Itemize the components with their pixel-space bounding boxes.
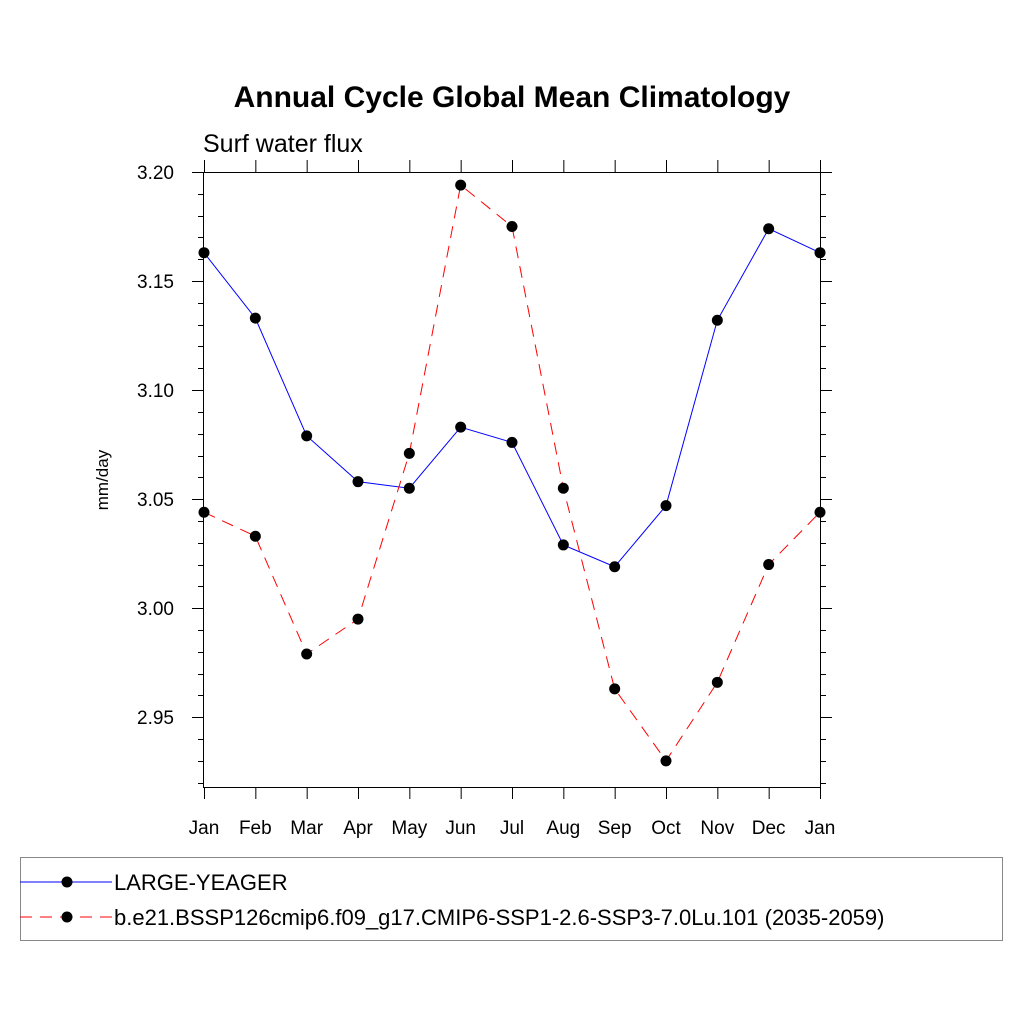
data-point — [352, 613, 364, 625]
y-tick-label: 3.15 — [137, 272, 174, 293]
data-point — [455, 179, 467, 191]
data-point — [763, 223, 775, 235]
x-tick-label: Aug — [546, 818, 580, 839]
data-point — [301, 648, 313, 660]
series-line-2 — [203, 184, 821, 762]
y-tick-label: 3.05 — [137, 490, 174, 511]
data-point — [352, 476, 364, 488]
data-point — [609, 561, 621, 573]
y-tick-label: 3.00 — [137, 599, 174, 620]
x-tick-label: Mar — [290, 818, 323, 839]
legend-label-2: b.e21.BSSP126cmip6.f09_g17.CMIP6-SSP1-2.… — [114, 905, 884, 930]
y-tick-label: 2.95 — [137, 708, 174, 729]
data-point — [455, 421, 467, 433]
data-point — [711, 314, 723, 326]
legend: LARGE-YEAGER b.e21.BSSP126cmip6.f09_g17.C… — [20, 857, 1003, 941]
legend-box — [20, 857, 1003, 941]
legend-marker — [61, 876, 73, 888]
data-point — [506, 436, 518, 448]
x-tick-label: Dec — [752, 818, 786, 839]
x-tick-label: Sep — [598, 818, 632, 839]
data-point — [506, 221, 518, 233]
x-tick-label: Jan — [805, 818, 836, 839]
data-point — [557, 539, 569, 551]
data-point — [660, 755, 672, 767]
data-point — [249, 312, 261, 324]
y-tick-label: 3.10 — [137, 381, 174, 402]
x-tick-label: Oct — [651, 818, 681, 839]
chart-title: Annual Cycle Global Mean Climatology — [234, 81, 791, 114]
legend-label-1: LARGE-YEAGER — [114, 870, 288, 895]
data-point — [814, 506, 826, 518]
data-point — [763, 559, 775, 571]
x-tick-label: May — [391, 818, 427, 839]
plot-frame — [203, 172, 821, 788]
data-point — [403, 447, 415, 459]
x-tick-label: Feb — [239, 818, 272, 839]
data-point — [198, 506, 210, 518]
data-point — [557, 482, 569, 494]
x-tick-label: Apr — [343, 818, 373, 839]
data-point — [660, 500, 672, 512]
x-tick-label: Jul — [500, 818, 524, 839]
y-tick-label: 3.20 — [137, 163, 174, 184]
data-point — [711, 676, 723, 688]
axes: Jan Feb Mar Apr May Jun Jul Aug Sep Oct Nov Dec Jan 3… — [137, 160, 835, 839]
data-point — [249, 530, 261, 542]
series-layer — [198, 179, 826, 767]
data-point — [198, 247, 210, 259]
legend-marker — [61, 911, 73, 923]
x-tick-label: Nov — [700, 818, 734, 839]
x-tick-label: Jun — [445, 818, 476, 839]
data-point — [814, 247, 826, 259]
data-point — [609, 683, 621, 695]
x-tick-label: Jan — [189, 818, 220, 839]
series-line-1 — [203, 228, 821, 568]
y-axis-label: mm/day — [93, 449, 112, 510]
chart-subtitle: Surf water flux — [203, 130, 363, 158]
data-point — [403, 482, 415, 494]
data-point — [301, 430, 313, 442]
